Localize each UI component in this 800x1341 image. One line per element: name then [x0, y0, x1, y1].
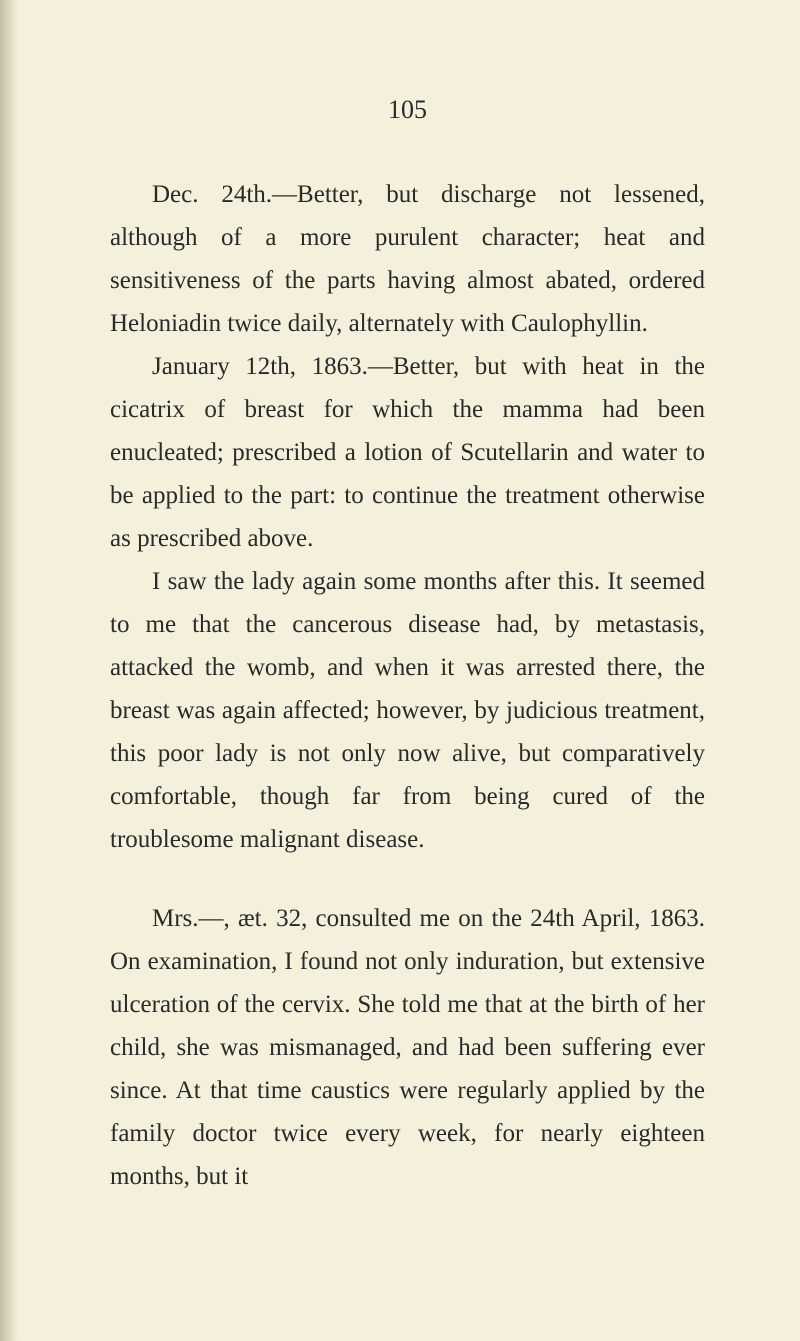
body-paragraph: Mrs.—, æt. 32, consulted me on the 24th … [110, 897, 705, 1198]
body-paragraph: January 12th, 1863.—Better, but with hea… [110, 345, 705, 560]
document-page: 105 Dec. 24th.—Better, but discharge not… [0, 0, 800, 1258]
case-separator [110, 861, 705, 897]
body-paragraph: Dec. 24th.—Better, but discharge not les… [110, 173, 705, 345]
scan-edge-shadow [0, 0, 18, 1341]
body-paragraph: I saw the lady again some months after t… [110, 560, 705, 861]
page-number: 105 [110, 95, 705, 125]
